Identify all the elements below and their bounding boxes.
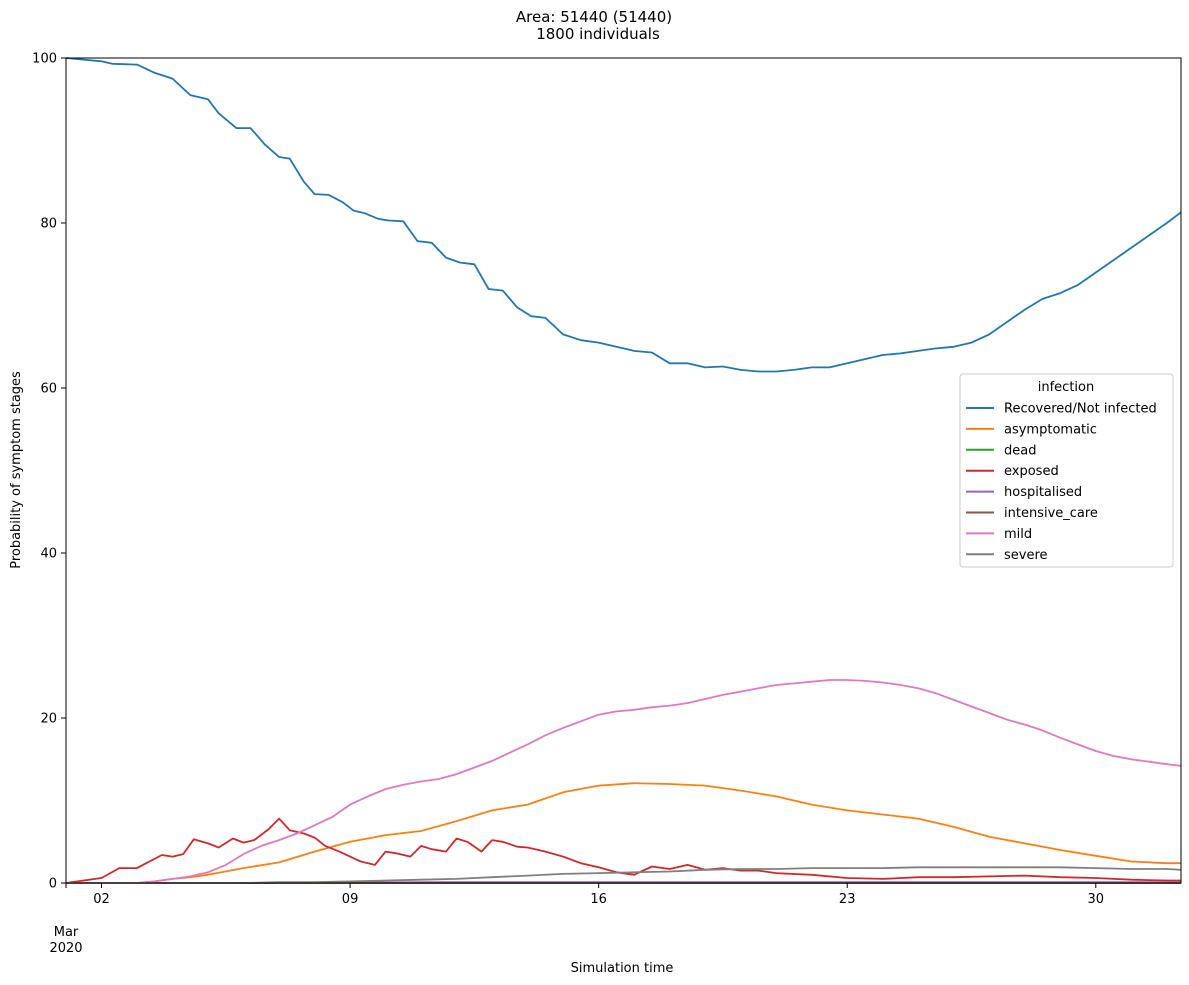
legend-label-2: dead [1004, 443, 1036, 458]
x-axis-ticks: 02 09 16 23 30 [65, 883, 1105, 907]
legend-label-7: severe [1004, 548, 1048, 563]
y-tick-label: 100 [32, 52, 57, 67]
series-line-7 [66, 866, 1182, 884]
series-line-3 [65, 817, 1181, 884]
legend-items: Recovered/Not infected asymptomatic dead ex… [966, 402, 1157, 563]
y-axis-ticks: 0 20 40 60 80 100 [32, 52, 66, 892]
legend-title: infection [1038, 380, 1094, 395]
legend-label-4: hospitalised [1004, 485, 1082, 500]
x-axis-year-label: 2020 [49, 941, 82, 956]
legend-label-0: Recovered/Not infected [1004, 402, 1157, 417]
legend-box [959, 373, 1174, 568]
series-line-1 [66, 782, 1181, 884]
x-axis-label: Simulation time [571, 961, 674, 976]
legend-label-6: mild [1004, 527, 1032, 542]
legend-label-5: intensive_care [1004, 506, 1098, 521]
plot-frame [65, 57, 1182, 884]
x-tick-label: 09 [342, 892, 359, 907]
y-tick-label: 80 [40, 217, 57, 232]
y-tick-label: 0 [49, 877, 57, 892]
x-tick-label: 23 [839, 892, 856, 907]
legend-label-1: asymptomatic [1004, 422, 1097, 437]
x-tick-label: 30 [1088, 892, 1105, 907]
y-axis-label: Probability of symptom stages [9, 371, 24, 569]
x-axis-month-label: Mar [54, 925, 79, 940]
x-tick-label: 16 [590, 892, 607, 907]
y-tick-label: 40 [40, 547, 57, 562]
y-tick-label: 20 [40, 712, 57, 727]
series-line-6 [66, 679, 1182, 884]
legend-label-3: exposed [1004, 464, 1059, 479]
chart-title-line1: Area: 51440 (51440) [516, 8, 672, 26]
y-tick-label: 60 [40, 382, 57, 397]
chart-title-line2: 1800 individuals [536, 25, 660, 43]
series-line-0 [65, 57, 1182, 373]
x-tick-label: 02 [93, 892, 110, 907]
legend: infection Recovered/Not infected asymptom… [959, 373, 1174, 568]
